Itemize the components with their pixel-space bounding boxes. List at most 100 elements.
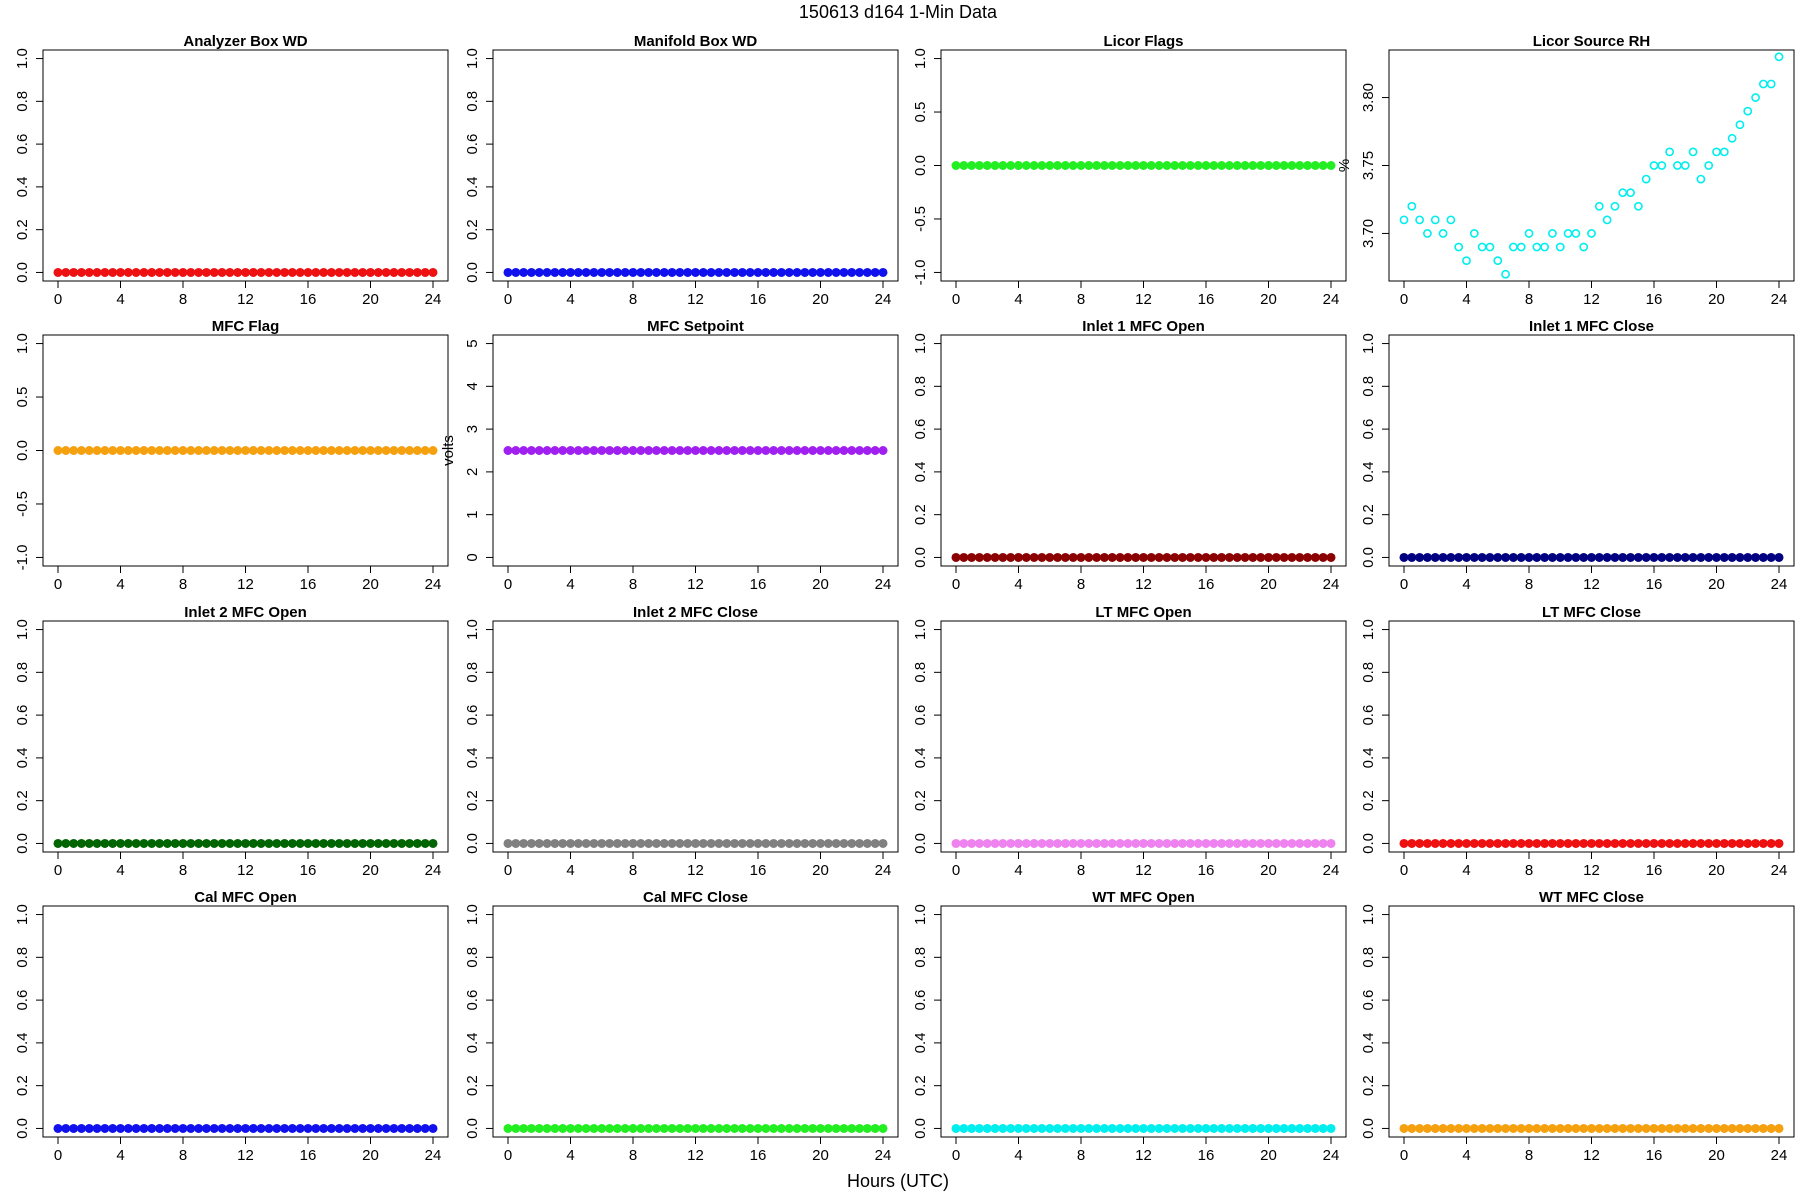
data-point <box>1170 161 1180 170</box>
data-point <box>1060 161 1070 170</box>
data-point <box>116 267 125 277</box>
data-point <box>1045 1123 1055 1133</box>
data-point <box>1399 1123 1409 1133</box>
data-point <box>350 838 360 848</box>
data-point <box>1154 838 1164 848</box>
data-point <box>1727 133 1737 143</box>
data-point <box>1532 1123 1542 1133</box>
data-point <box>534 1123 544 1133</box>
data-point <box>272 838 282 848</box>
x-tick-label: 24 <box>1771 862 1788 879</box>
data-point <box>1469 552 1479 562</box>
data-point <box>959 838 969 848</box>
data-point <box>737 1123 747 1133</box>
data-point <box>1295 838 1305 848</box>
data-point <box>1399 838 1409 848</box>
data-point <box>186 267 196 277</box>
y-tick-label: 0.4 <box>1360 1032 1377 1053</box>
data-point <box>1719 147 1729 157</box>
data-point <box>233 267 243 277</box>
data-point <box>1477 838 1487 848</box>
x-tick-label: 8 <box>179 291 187 308</box>
x-tick-label: 4 <box>116 291 124 308</box>
data-point <box>1766 79 1776 89</box>
data-point <box>397 446 407 455</box>
x-tick-label: 20 <box>812 291 829 308</box>
x-tick-label: 0 <box>504 576 512 593</box>
x-tick-label: 24 <box>1771 1147 1788 1164</box>
data-point <box>831 446 841 455</box>
data-point <box>92 1123 102 1133</box>
data-point <box>389 1123 399 1133</box>
data-point <box>1462 552 1471 562</box>
data-point <box>542 446 552 455</box>
data-point <box>605 838 615 848</box>
data-point <box>691 267 700 277</box>
data-point <box>636 267 646 277</box>
panel-title: Licor Flags <box>1103 33 1183 50</box>
data-point <box>1438 552 1448 562</box>
y-tick-label: 0.4 <box>464 747 481 768</box>
data-point <box>612 1123 622 1133</box>
data-point <box>1287 1123 1297 1133</box>
data-point <box>706 838 716 848</box>
x-tick-label: 20 <box>812 862 829 879</box>
data-point <box>241 267 250 277</box>
data-point <box>1704 552 1714 562</box>
x-tick-label: 8 <box>1525 1147 1533 1164</box>
data-point <box>256 1123 266 1133</box>
data-point <box>1217 161 1227 170</box>
data-point <box>1185 552 1195 562</box>
data-point <box>1240 552 1250 562</box>
data-point <box>503 1123 513 1133</box>
data-point <box>233 446 243 455</box>
data-point <box>855 1123 865 1133</box>
data-point <box>1438 838 1448 848</box>
data-point <box>389 838 399 848</box>
data-point <box>1415 1123 1425 1133</box>
data-point <box>1649 161 1659 170</box>
data-point <box>1248 838 1258 848</box>
data-point <box>1587 229 1596 238</box>
data-point <box>1719 838 1729 848</box>
x-tick-label: 8 <box>179 1147 187 1164</box>
data-point <box>1224 552 1234 562</box>
data-point <box>334 267 344 277</box>
y-tick-label: 0.4 <box>14 176 31 197</box>
data-point <box>1115 1123 1125 1133</box>
x-tick-label: 8 <box>629 576 637 593</box>
data-point <box>597 267 607 277</box>
data-point <box>131 446 141 455</box>
data-point <box>581 267 591 277</box>
data-point <box>1540 242 1550 252</box>
data-point <box>139 838 149 848</box>
y-tick-label: 0.4 <box>1360 461 1377 482</box>
data-point <box>186 446 196 455</box>
data-point <box>1485 1123 1495 1133</box>
data-point <box>1462 256 1471 266</box>
data-point <box>69 838 79 848</box>
data-point <box>730 446 740 455</box>
data-point <box>1508 242 1518 252</box>
plot-frame <box>940 334 1347 567</box>
data-point <box>319 1123 329 1133</box>
data-point <box>108 446 118 455</box>
y-tick-label: 0.6 <box>912 990 929 1011</box>
data-point <box>1053 1123 1063 1133</box>
y-tick-label: 0.8 <box>14 91 31 112</box>
data-point <box>1415 552 1425 562</box>
y-tick-label: 0.0 <box>464 262 481 283</box>
data-point <box>100 1123 110 1133</box>
y-tick-label: 0.8 <box>464 947 481 968</box>
data-point <box>737 267 747 277</box>
x-tick-label: 4 <box>116 862 124 879</box>
data-point <box>1131 838 1141 848</box>
data-point <box>1303 161 1313 170</box>
x-tick-label: 24 <box>1323 1147 1340 1164</box>
data-point <box>1310 1123 1320 1133</box>
data-point <box>667 446 677 455</box>
x-tick-label: 24 <box>875 576 892 593</box>
data-point <box>186 838 196 848</box>
data-point <box>990 552 1000 562</box>
data-point <box>792 267 802 277</box>
